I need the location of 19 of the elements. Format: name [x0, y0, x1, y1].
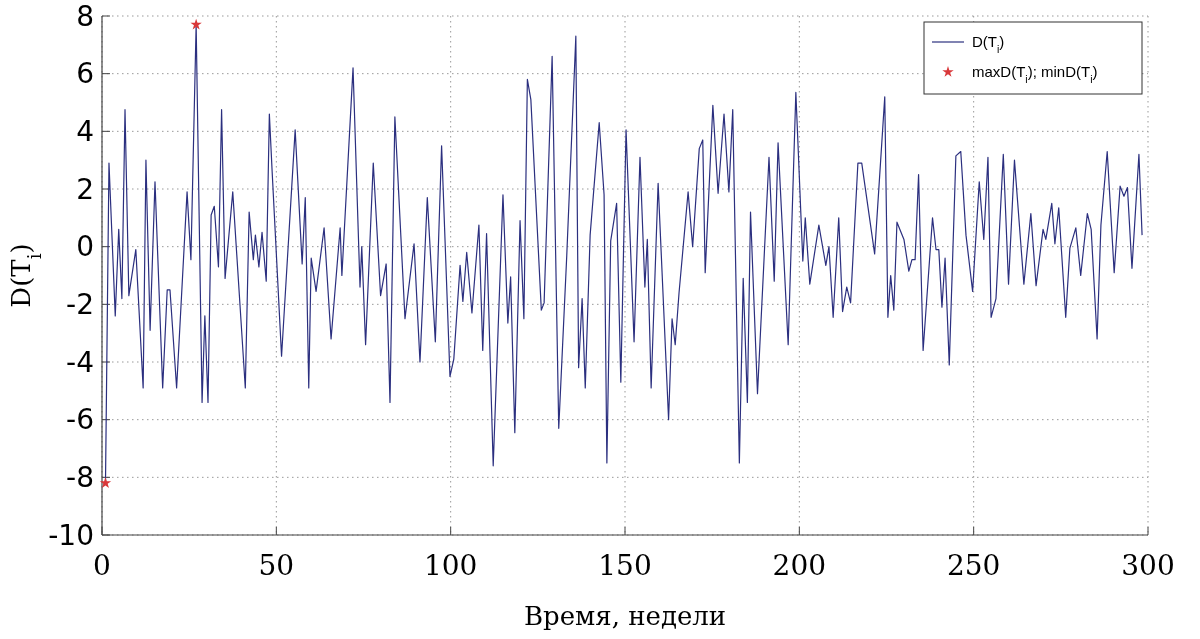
legend-label: maxD(T$_{i}$); minD(T$_{i}$) [972, 63, 1098, 86]
y-tick-label: -10 [48, 518, 94, 552]
y-tick-label: -6 [66, 403, 94, 437]
x-tick-label: 250 [946, 549, 1001, 582]
y-tick-label: 0 [76, 230, 94, 264]
y-tick-label: 2 [76, 172, 94, 206]
x-tick-label: 150 [598, 549, 652, 582]
legend-label: D(T$_{i}$) [972, 33, 1005, 56]
y-tick-label: 6 [76, 57, 94, 91]
x-tick-label: 200 [772, 549, 827, 582]
y-tick-label: 8 [76, 0, 94, 33]
x-tick-label: 100 [423, 549, 478, 582]
y-tick-label: 4 [76, 115, 94, 149]
x-tick-label: 300 [1121, 549, 1175, 582]
y-tick-label: -8 [66, 461, 94, 495]
x-axis-title: Время, недели [523, 601, 727, 631]
x-tick-label: 50 [258, 549, 295, 582]
y-tick-label: -2 [66, 288, 94, 322]
y-tick-label: -4 [66, 345, 94, 379]
